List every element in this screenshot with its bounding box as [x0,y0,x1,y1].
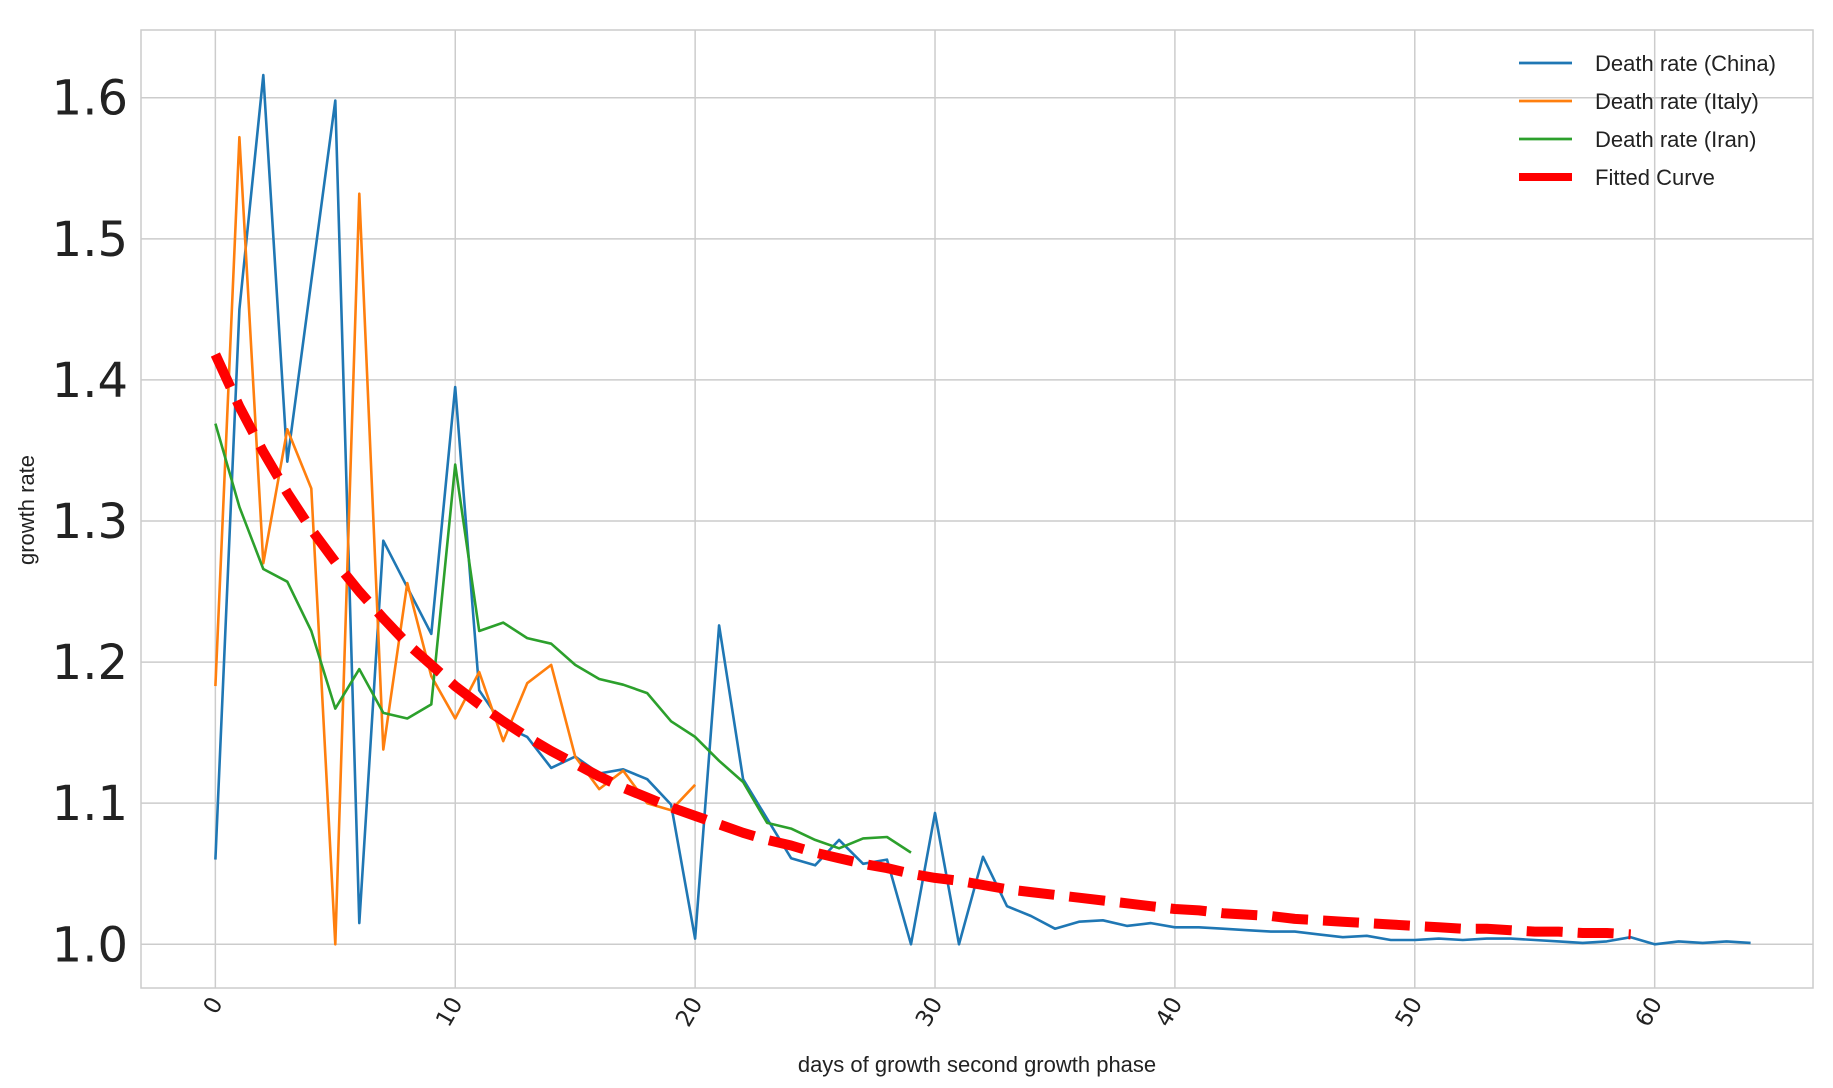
y-axis-label: growth rate [14,455,39,565]
y-tick-label: 1.6 [52,71,128,127]
legend-label: Death rate (China) [1595,51,1776,76]
y-tick-label: 1.1 [52,776,128,832]
x-tick-label: 50 [1391,993,1428,1031]
x-tick-label: 30 [911,993,948,1031]
series-layer [210,73,1751,946]
legend: Death rate (China) Death rate (Italy) Deat… [1519,51,1776,190]
x-axis-ticks: 0 10 20 30 40 50 60 [199,993,1668,1031]
x-axis-label: days of growth second growth phase [798,1052,1156,1077]
x-tick-label: 60 [1631,993,1668,1031]
x-tick-label: 40 [1151,993,1188,1031]
legend-label: Death rate (Iran) [1595,127,1756,152]
series-line-1 [214,135,697,946]
y-axis-ticks: 1.0 1.1 1.2 1.3 1.4 1.5 1.6 [52,71,128,974]
y-tick-label: 1.2 [52,635,128,691]
plot-area [140,29,1814,989]
series-line-0 [214,73,1751,946]
x-tick-label: 20 [671,993,708,1031]
x-tick-label: 10 [431,993,468,1031]
y-tick-label: 1.3 [52,494,128,550]
series-line-3 [210,352,1631,940]
legend-label: Death rate (Italy) [1595,89,1759,114]
y-tick-label: 1.0 [52,917,128,973]
x-tick-label: 0 [199,993,229,1019]
y-tick-label: 1.5 [52,212,128,268]
series-line-2 [214,423,912,854]
grid-lines [141,30,1813,988]
y-tick-label: 1.4 [52,353,128,409]
legend-label: Fitted Curve [1595,165,1715,190]
